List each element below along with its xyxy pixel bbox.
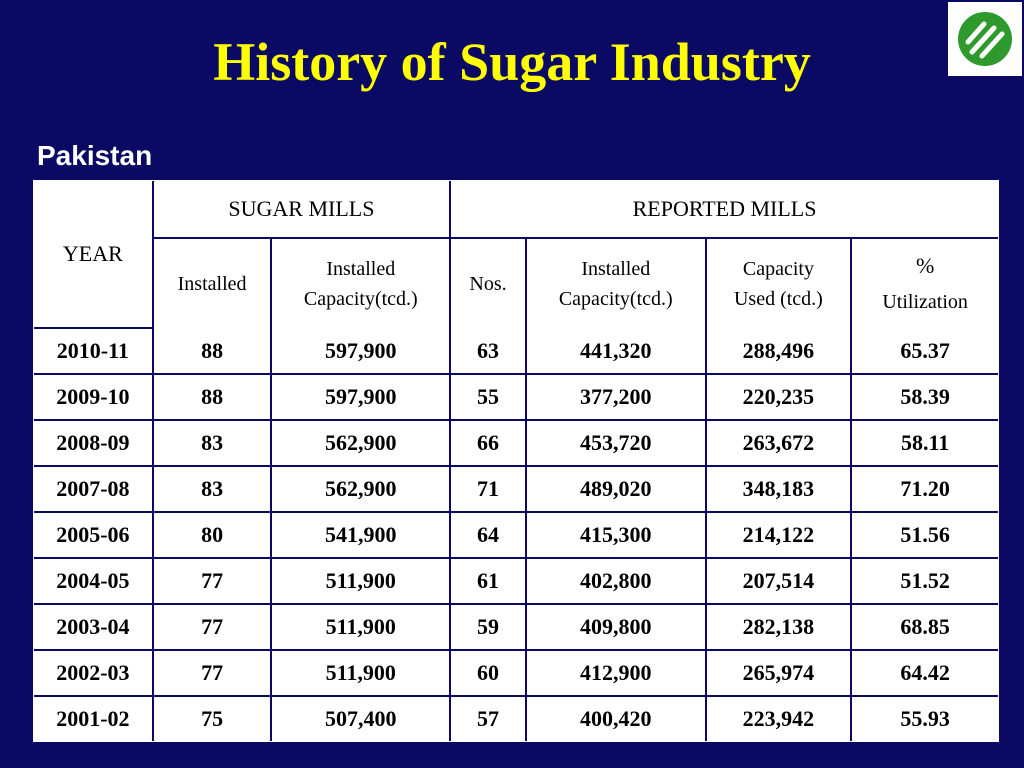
reported-capacity-cell: 402,800 <box>526 559 707 605</box>
reported-capacity-cell: 412,900 <box>526 651 707 697</box>
utilization-cell: 71.20 <box>852 467 998 513</box>
installed-capacity-cell: 562,900 <box>272 467 452 513</box>
nos-cell: 66 <box>451 421 527 467</box>
utilization-cell: 58.11 <box>852 421 998 467</box>
installed-capacity-cell: 511,900 <box>272 651 452 697</box>
utilization-cell: 65.37 <box>852 329 998 375</box>
sugar-mills-header: SUGAR MILLS <box>153 181 452 239</box>
installed-cell: 77 <box>153 559 273 605</box>
reported-capacity-cell: 377,200 <box>526 375 707 421</box>
installed-cell: 88 <box>153 329 273 375</box>
page-title: History of Sugar Industry <box>213 32 811 92</box>
capacity-used-header: Capacity Used (tcd.) <box>706 239 853 329</box>
reported-mills-header: REPORTED MILLS <box>451 181 998 239</box>
utilization-header-label: Utilization <box>882 291 968 313</box>
nos-header-label: Nos. <box>469 273 507 295</box>
year-cell: 2001-02 <box>34 697 154 741</box>
year-cell: 2005-06 <box>34 513 154 559</box>
green-stripes-logo-icon <box>948 2 1022 76</box>
nos-cell: 55 <box>451 375 527 421</box>
reported-capacity-cell: 441,320 <box>526 329 707 375</box>
utilization-cell: 58.39 <box>852 375 998 421</box>
capacity-used-cell: 282,138 <box>706 605 853 651</box>
table-row: 2001-02 75 507,400 57 400,420 223,942 55… <box>34 697 998 741</box>
nos-cell: 64 <box>451 513 527 559</box>
capacity-used-header-line2: Used (tcd.) <box>733 288 823 310</box>
capacity-used-cell: 263,672 <box>706 421 853 467</box>
capacity-used-cell: 223,942 <box>706 697 853 741</box>
nos-cell: 71 <box>451 467 527 513</box>
table-row: 2009-10 88 597,900 55 377,200 220,235 58… <box>34 375 998 421</box>
logo-stripes <box>965 21 1005 59</box>
year-header: YEAR <box>34 181 154 329</box>
utilization-cell: 64.42 <box>852 651 998 697</box>
year-cell: 2009-10 <box>34 375 154 421</box>
year-cell: 2010-11 <box>34 329 154 375</box>
year-cell: 2007-08 <box>34 467 154 513</box>
nos-cell: 57 <box>451 697 527 741</box>
table-row: 2002-03 77 511,900 60 412,900 265,974 64… <box>34 651 998 697</box>
year-cell: 2002-03 <box>34 651 154 697</box>
table-header-row-sub: Installed Installed Capacity(tcd.) Nos. … <box>34 239 998 329</box>
nos-header: Nos. <box>451 239 527 329</box>
installed-header-label: Installed <box>177 273 247 295</box>
reported-capacity-cell: 489,020 <box>526 467 707 513</box>
installed-capacity-cell: 511,900 <box>272 559 452 605</box>
country-label: Pakistan <box>37 140 153 171</box>
capacity-used-cell: 288,496 <box>706 329 853 375</box>
installed-cell: 83 <box>153 467 273 513</box>
logo-graphic <box>958 12 1012 66</box>
reported-installed-capacity-header-line1: Installed <box>581 258 651 280</box>
utilization-cell: 68.85 <box>852 605 998 651</box>
table-row: 2005-06 80 541,900 64 415,300 214,122 51… <box>34 513 998 559</box>
year-cell: 2003-04 <box>34 605 154 651</box>
year-cell: 2008-09 <box>34 421 154 467</box>
table-header-row-group: YEAR SUGAR MILLS REPORTED MILLS <box>34 181 998 329</box>
capacity-used-cell: 214,122 <box>706 513 853 559</box>
reported-capacity-cell: 400,420 <box>526 697 707 741</box>
installed-cell: 80 <box>153 513 273 559</box>
installed-capacity-cell: 597,900 <box>272 375 452 421</box>
installed-cell: 88 <box>153 375 273 421</box>
reported-installed-capacity-header-line2: Capacity(tcd.) <box>558 288 673 310</box>
installed-capacity-cell: 507,400 <box>272 697 452 741</box>
reported-installed-capacity-header: Installed Capacity(tcd.) <box>526 239 707 329</box>
installed-capacity-cell: 541,900 <box>272 513 452 559</box>
nos-cell: 61 <box>451 559 527 605</box>
capacity-used-cell: 265,974 <box>706 651 853 697</box>
table-row: 2008-09 83 562,900 66 453,720 263,672 58… <box>34 421 998 467</box>
reported-capacity-cell: 409,800 <box>526 605 707 651</box>
year-cell: 2004-05 <box>34 559 154 605</box>
nos-cell: 63 <box>451 329 527 375</box>
installed-cell: 77 <box>153 605 273 651</box>
reported-capacity-cell: 453,720 <box>526 421 707 467</box>
installed-capacity-cell: 597,900 <box>272 329 452 375</box>
sugar-industry-table: YEAR SUGAR MILLS REPORTED MILLS Installe… <box>33 180 999 742</box>
nos-cell: 59 <box>451 605 527 651</box>
installed-cell: 75 <box>153 697 273 741</box>
utilization-cell: 51.56 <box>852 513 998 559</box>
table-row: 2004-05 77 511,900 61 402,800 207,514 51… <box>34 559 998 605</box>
reported-capacity-cell: 415,300 <box>526 513 707 559</box>
capacity-used-cell: 220,235 <box>706 375 853 421</box>
table-row: 2010-11 88 597,900 63 441,320 288,496 65… <box>34 329 998 375</box>
installed-cell: 83 <box>153 421 273 467</box>
table-row: 2003-04 77 511,900 59 409,800 282,138 68… <box>34 605 998 651</box>
installed-capacity-header-line1: Installed <box>326 258 396 280</box>
table-row: 2007-08 83 562,900 71 489,020 348,183 71… <box>34 467 998 513</box>
installed-capacity-cell: 562,900 <box>272 421 452 467</box>
utilization-header-symbol: % <box>915 253 935 278</box>
nos-cell: 60 <box>451 651 527 697</box>
installed-capacity-header: Installed Capacity(tcd.) <box>272 239 452 329</box>
installed-capacity-header-line2: Capacity(tcd.) <box>303 288 418 310</box>
utilization-header: % Utilization <box>852 239 998 329</box>
installed-capacity-cell: 511,900 <box>272 605 452 651</box>
capacity-used-cell: 348,183 <box>706 467 853 513</box>
capacity-used-header-line1: Capacity <box>742 258 814 280</box>
installed-header: Installed <box>153 239 273 329</box>
installed-cell: 77 <box>153 651 273 697</box>
capacity-used-cell: 207,514 <box>706 559 853 605</box>
utilization-cell: 55.93 <box>852 697 998 741</box>
utilization-cell: 51.52 <box>852 559 998 605</box>
